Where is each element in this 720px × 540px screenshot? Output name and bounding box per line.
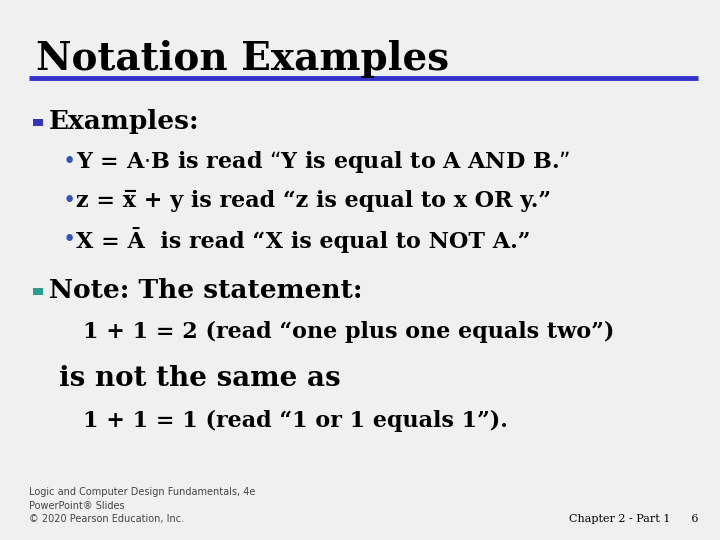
Text: is not the same as: is not the same as <box>59 364 341 391</box>
FancyBboxPatch shape <box>33 288 43 295</box>
Text: Examples:: Examples: <box>49 109 199 134</box>
FancyBboxPatch shape <box>33 119 43 126</box>
Text: 1 + 1 = 1 (read “1 or 1 equals 1”).: 1 + 1 = 1 (read “1 or 1 equals 1”). <box>83 410 508 432</box>
Text: •: • <box>63 230 76 251</box>
Text: •: • <box>63 190 76 212</box>
Text: •: • <box>63 151 76 173</box>
Text: X = Ā  is read “X is equal to NOT A.”: X = Ā is read “X is equal to NOT A.” <box>76 227 530 253</box>
Text: z = x̅ + y is read “z is equal to x OR y.”: z = x̅ + y is read “z is equal to x OR y… <box>76 190 551 212</box>
Text: Logic and Computer Design Fundamentals, 4e
PowerPoint® Slides
© 2020 Pearson Edu: Logic and Computer Design Fundamentals, … <box>29 488 255 524</box>
Text: Note: The statement:: Note: The statement: <box>49 278 362 303</box>
Text: Chapter 2 - Part 1      6: Chapter 2 - Part 1 6 <box>569 514 698 524</box>
Text: Notation Examples: Notation Examples <box>36 40 449 78</box>
Text: 1 + 1 = 2 (read “one plus one equals two”): 1 + 1 = 2 (read “one plus one equals two… <box>83 321 614 343</box>
Text: Y = A$\cdot$B is read “Y is equal to A AND B.”: Y = A$\cdot$B is read “Y is equal to A A… <box>76 149 570 175</box>
